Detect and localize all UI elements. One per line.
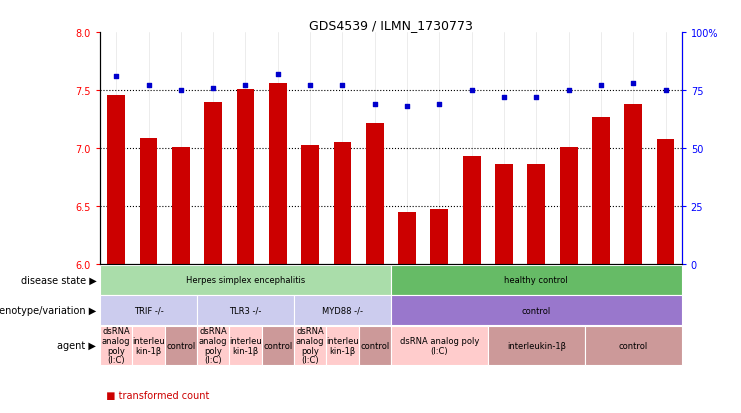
Text: dsRNA
analog
poly
(I:C): dsRNA analog poly (I:C) bbox=[199, 327, 227, 365]
Text: Herpes simplex encephalitis: Herpes simplex encephalitis bbox=[186, 275, 305, 285]
Bar bbox=[294, 326, 326, 365]
Text: disease state ▶: disease state ▶ bbox=[21, 275, 96, 285]
Bar bbox=[657, 140, 674, 264]
Bar bbox=[262, 326, 294, 365]
Bar bbox=[559, 147, 577, 264]
Text: dsRNA analog poly
(I:C): dsRNA analog poly (I:C) bbox=[399, 336, 479, 355]
Bar bbox=[625, 105, 642, 264]
Bar bbox=[269, 84, 287, 264]
Bar bbox=[172, 147, 190, 264]
Bar bbox=[107, 95, 125, 264]
Text: interleu
kin-1β: interleu kin-1β bbox=[326, 336, 359, 355]
Bar bbox=[585, 326, 682, 365]
Point bbox=[239, 83, 251, 90]
Bar bbox=[592, 117, 610, 264]
Text: agent ▶: agent ▶ bbox=[58, 341, 96, 351]
Bar bbox=[165, 326, 197, 365]
Bar bbox=[463, 157, 481, 264]
Point bbox=[531, 95, 542, 101]
Point bbox=[466, 88, 478, 94]
Point bbox=[304, 83, 316, 90]
Point bbox=[142, 83, 154, 90]
Bar bbox=[528, 165, 545, 264]
Text: dsRNA
analog
poly
(I:C): dsRNA analog poly (I:C) bbox=[296, 327, 325, 365]
Bar bbox=[197, 326, 229, 365]
Bar bbox=[301, 145, 319, 264]
Point bbox=[336, 83, 348, 90]
Text: MYD88 -/-: MYD88 -/- bbox=[322, 306, 363, 315]
Text: dsRNA
analog
poly
(I:C): dsRNA analog poly (I:C) bbox=[102, 327, 130, 365]
Point bbox=[433, 102, 445, 108]
Bar bbox=[205, 102, 222, 264]
Text: control: control bbox=[263, 341, 293, 350]
Bar bbox=[391, 265, 682, 295]
Text: interleu
kin-1β: interleu kin-1β bbox=[132, 336, 165, 355]
Point bbox=[369, 102, 381, 108]
Point bbox=[595, 83, 607, 90]
Text: control: control bbox=[522, 306, 551, 315]
Bar bbox=[431, 210, 448, 264]
Point bbox=[562, 88, 574, 94]
Text: control: control bbox=[619, 341, 648, 350]
Bar bbox=[488, 326, 585, 365]
Bar bbox=[294, 296, 391, 325]
Text: ■ transformed count: ■ transformed count bbox=[100, 390, 210, 400]
Point bbox=[628, 81, 639, 87]
Point bbox=[175, 88, 187, 94]
Bar bbox=[495, 165, 513, 264]
Bar bbox=[359, 326, 391, 365]
Bar bbox=[236, 90, 254, 264]
Text: TLR3 -/-: TLR3 -/- bbox=[229, 306, 262, 315]
Bar bbox=[366, 123, 384, 264]
Bar bbox=[391, 296, 682, 325]
Bar bbox=[391, 326, 488, 365]
Point bbox=[498, 95, 510, 101]
Bar bbox=[139, 138, 157, 264]
Title: GDS4539 / ILMN_1730773: GDS4539 / ILMN_1730773 bbox=[309, 19, 473, 32]
Bar bbox=[100, 265, 391, 295]
Bar bbox=[197, 296, 294, 325]
Bar bbox=[100, 326, 133, 365]
Bar bbox=[398, 212, 416, 264]
Bar bbox=[229, 326, 262, 365]
Bar bbox=[133, 326, 165, 365]
Point bbox=[110, 74, 122, 80]
Point bbox=[659, 88, 671, 94]
Bar bbox=[326, 326, 359, 365]
Bar bbox=[100, 296, 197, 325]
Text: genotype/variation ▶: genotype/variation ▶ bbox=[0, 306, 96, 316]
Text: healthy control: healthy control bbox=[505, 275, 568, 285]
Point bbox=[207, 85, 219, 92]
Point bbox=[401, 104, 413, 110]
Text: control: control bbox=[360, 341, 389, 350]
Text: control: control bbox=[166, 341, 196, 350]
Point bbox=[272, 71, 284, 78]
Text: interleukin-1β: interleukin-1β bbox=[507, 341, 566, 350]
Text: TRIF -/-: TRIF -/- bbox=[133, 306, 163, 315]
Bar bbox=[333, 143, 351, 264]
Text: interleu
kin-1β: interleu kin-1β bbox=[229, 336, 262, 355]
